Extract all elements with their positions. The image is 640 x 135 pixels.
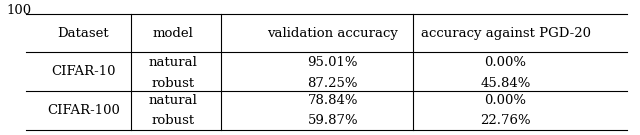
- Text: natural: natural: [148, 56, 197, 69]
- Text: robust: robust: [151, 114, 195, 127]
- Text: 59.87%: 59.87%: [307, 114, 358, 127]
- Text: 0.00%: 0.00%: [484, 94, 527, 107]
- Text: 22.76%: 22.76%: [480, 114, 531, 127]
- Text: robust: robust: [151, 77, 195, 90]
- Text: 100: 100: [6, 4, 31, 17]
- Text: Dataset: Dataset: [58, 27, 109, 40]
- Text: 0.00%: 0.00%: [484, 56, 527, 69]
- Text: 45.84%: 45.84%: [481, 77, 531, 90]
- Text: 95.01%: 95.01%: [308, 56, 358, 69]
- Text: natural: natural: [148, 94, 197, 107]
- Text: 87.25%: 87.25%: [308, 77, 358, 90]
- Text: 78.84%: 78.84%: [308, 94, 358, 107]
- Text: accuracy against PGD-20: accuracy against PGD-20: [420, 27, 591, 40]
- Text: CIFAR-10: CIFAR-10: [51, 65, 115, 78]
- Text: model: model: [152, 27, 193, 40]
- Text: CIFAR-100: CIFAR-100: [47, 104, 120, 117]
- Text: validation accuracy: validation accuracy: [268, 27, 398, 40]
